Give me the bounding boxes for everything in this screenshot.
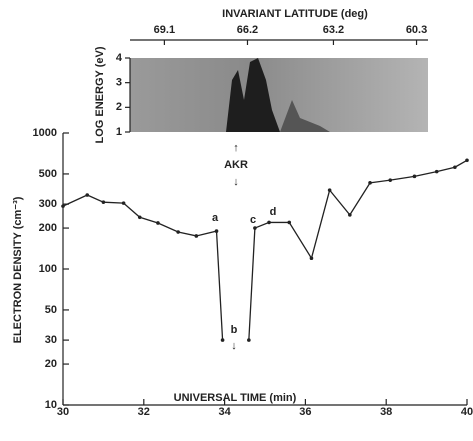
inset-x-tick-label: 66.2 (237, 24, 258, 36)
spectrogram-tail (280, 100, 330, 132)
inset-x-tick-label: 60.3 (406, 24, 427, 36)
x-tick-label: 36 (299, 406, 311, 418)
y-tick-label: 30 (45, 334, 57, 346)
data-point (214, 229, 219, 233)
data-point (85, 193, 90, 197)
data-point (61, 204, 65, 208)
y-tick-label: 500 (39, 168, 57, 180)
data-point (194, 234, 199, 238)
annotation: AKR (224, 159, 248, 171)
x-axis-label: UNIVERSAL TIME (min) (174, 392, 297, 404)
x-tick-label: 34 (218, 406, 231, 418)
spectrogram-background (130, 58, 428, 132)
annotation: c (250, 214, 256, 226)
inset-y-tick-label: 2 (116, 101, 122, 113)
y-tick-label: 50 (45, 304, 57, 316)
y-tick-label: 300 (39, 198, 57, 210)
arrow-up: ↑ (233, 142, 239, 154)
spectrogram (130, 58, 428, 132)
y-tick-label: 10 (45, 399, 57, 411)
data-point (121, 201, 126, 205)
annotation: b (231, 324, 238, 336)
data-point (176, 230, 180, 234)
data-point (287, 220, 292, 225)
data-point (412, 174, 417, 179)
x-tick-label: 32 (138, 406, 150, 418)
data-line (62, 194, 224, 341)
data-point (267, 220, 271, 225)
inset-x-tick-label: 63.2 (323, 24, 344, 36)
arrow-down: ↓ (233, 176, 239, 188)
data-point (156, 221, 160, 225)
annotation-arrow: ↓ (231, 340, 237, 352)
y-tick-label: 20 (45, 358, 57, 370)
data-point (101, 200, 106, 204)
data-point (247, 338, 251, 342)
y-tick-label: 100 (39, 263, 57, 275)
inset-x-label: INVARIANT LATITUDE (deg) (222, 8, 368, 20)
annotation: d (270, 206, 277, 218)
x-tick-label: 38 (380, 406, 392, 418)
data-point (348, 213, 352, 217)
data-point (137, 215, 142, 220)
data-point (368, 181, 372, 185)
spectrogram-burst (226, 58, 280, 132)
inset-y-label: LOG ENERGY (eV) (94, 46, 106, 143)
data-point (253, 226, 257, 230)
data-point (309, 256, 314, 261)
inset-y-tick-label: 3 (116, 77, 122, 89)
data-line (248, 159, 468, 341)
data-point (434, 169, 439, 174)
inset-y-tick-label: 1 (116, 126, 122, 138)
y-tick-label: 200 (39, 222, 57, 234)
data-point (327, 188, 332, 192)
data-point (453, 165, 457, 170)
inset-y-tick-label: 4 (116, 52, 123, 64)
data-point (465, 158, 469, 163)
inset-x-tick-label: 69.1 (154, 24, 175, 36)
data-point (220, 338, 225, 342)
data-point (388, 178, 393, 182)
y-axis-label: ELECTRON DENSITY (cm⁻³) (12, 196, 24, 343)
annotation: a (212, 212, 219, 224)
x-tick-label: 30 (57, 406, 69, 418)
y-tick-label: 1000 (33, 127, 57, 139)
x-tick-label: 40 (461, 406, 473, 418)
